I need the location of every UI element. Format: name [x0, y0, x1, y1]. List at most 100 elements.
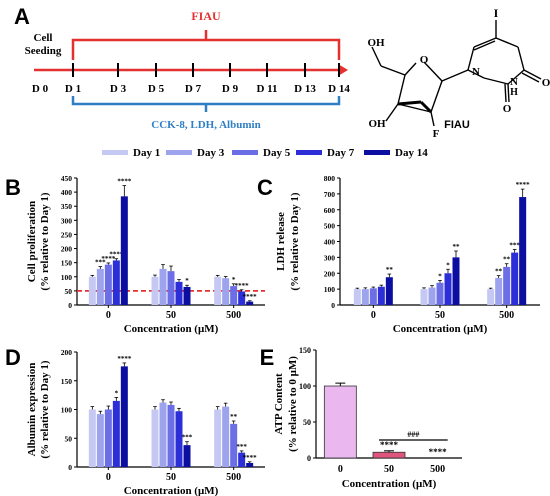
bar-day-7 — [377, 286, 385, 305]
day-label: D 5 — [148, 83, 165, 95]
significance-label: **** — [109, 251, 124, 259]
panel-label: C — [257, 175, 273, 200]
bar-day-3 — [96, 268, 104, 305]
bar-day-3 — [159, 268, 167, 305]
bar-day-7 — [444, 273, 452, 305]
bond — [473, 37, 497, 48]
bond — [430, 111, 435, 127]
bond — [507, 69, 525, 85]
y-tick-label: 200 — [324, 269, 336, 278]
bar-day-1 — [214, 409, 222, 467]
day-label: D 11 — [256, 83, 277, 95]
y-axis-label: LDH release — [275, 212, 287, 271]
bar-day-1 — [88, 276, 96, 305]
bond — [521, 72, 540, 83]
bar-day-14 — [183, 445, 191, 467]
y-tick-label: 50 — [65, 287, 73, 296]
bond — [430, 80, 443, 113]
y-axis-label: ATP Content — [273, 373, 285, 435]
significance-label: **** — [380, 440, 399, 450]
bar-day-1 — [353, 289, 361, 305]
day-label: D 14 — [328, 83, 350, 95]
bond — [507, 83, 510, 103]
day-label: D 9 — [222, 83, 239, 95]
bar-day-5 — [369, 288, 377, 305]
fiau-treatment-label: FIAU — [191, 9, 221, 23]
bar-day-3 — [222, 278, 230, 305]
x-tick-label: 500 — [226, 472, 241, 483]
atom-label: N — [472, 66, 480, 78]
y-tick-label: 0 — [331, 301, 335, 310]
bond — [397, 74, 406, 105]
legend-label: Day 7 — [327, 147, 355, 159]
y-tick-label: 100 — [61, 273, 73, 282]
bar-day-3 — [96, 414, 104, 467]
y-tick-label: 300 — [61, 216, 73, 225]
significance-label: * — [446, 261, 450, 269]
significance-label: **** — [117, 178, 132, 186]
bar-day-1 — [88, 409, 96, 467]
bond — [385, 103, 399, 122]
bar-day-7 — [112, 400, 120, 467]
bar-day-14 — [385, 277, 393, 305]
y-tick-label: 150 — [299, 346, 311, 355]
atom-label: OH — [367, 37, 385, 49]
y-axis-label: (% relative to Day 1) — [39, 360, 51, 458]
legend-label: Day 5 — [263, 147, 291, 159]
bar-day-1 — [151, 409, 159, 467]
y-tick-label: 350 — [61, 202, 73, 211]
atom-label: N — [510, 76, 518, 88]
y-tick-label: 150 — [61, 377, 73, 386]
structure-caption: FIAU — [444, 119, 470, 131]
y-tick-label: 200 — [61, 348, 73, 357]
day-label: D 7 — [185, 83, 202, 95]
bar-day-7 — [511, 252, 519, 305]
bond — [467, 69, 485, 79]
day-label: D 1 — [65, 83, 81, 95]
x-tick-label: 500 — [499, 310, 514, 321]
legend-swatch — [296, 150, 322, 155]
bar-day-3 — [222, 406, 230, 467]
chart-b: B0501001502002503003504004500***********… — [5, 174, 265, 335]
y-tick-label: 400 — [324, 238, 336, 247]
bar-day-5 — [230, 423, 238, 467]
bar-day-1 — [420, 289, 428, 305]
bar-day-3 — [159, 402, 167, 467]
fiau-bracket — [71, 38, 341, 60]
legend-swatch — [102, 150, 128, 155]
bar-day-7 — [175, 281, 183, 305]
bar-day-3 — [495, 278, 503, 305]
bond — [380, 65, 406, 76]
significance-label: ** — [495, 268, 503, 276]
legend-label: Day 14 — [395, 147, 428, 159]
significance-label: * — [185, 277, 189, 285]
significance-label: *** — [95, 259, 106, 267]
bond — [473, 40, 496, 51]
legend-label: Day 3 — [197, 147, 225, 159]
bar-day-14 — [183, 286, 191, 305]
significance-label: **** — [243, 454, 258, 462]
x-axis-label: Concentration (μM) — [124, 323, 219, 335]
bar-day-7 — [175, 411, 183, 467]
bar-day-14 — [519, 197, 527, 305]
bar-day-14 — [120, 196, 128, 305]
y-axis-label: (% relative to 0 μM) — [287, 356, 299, 452]
bond — [371, 46, 382, 67]
y-tick-label: 600 — [324, 206, 336, 215]
x-tick-label: 0 — [106, 472, 111, 483]
legend-swatch — [364, 150, 390, 155]
timeline-arrow-head — [338, 64, 348, 76]
y-tick-label: 400 — [61, 188, 73, 197]
bar-day-5 — [167, 271, 175, 305]
x-tick-label: 50 — [384, 464, 394, 475]
atom-label: H — [510, 87, 518, 98]
significance-label: *** — [182, 434, 193, 442]
bond — [397, 100, 422, 106]
bond — [523, 69, 542, 80]
comparison-label: ### — [407, 430, 419, 439]
x-tick-label: 0 — [338, 464, 343, 475]
significance-label: ** — [503, 256, 511, 264]
significance-label: ** — [230, 413, 238, 421]
bond — [483, 77, 509, 85]
chart-d: D0501001502000*****50***500*********Conc… — [5, 345, 265, 496]
